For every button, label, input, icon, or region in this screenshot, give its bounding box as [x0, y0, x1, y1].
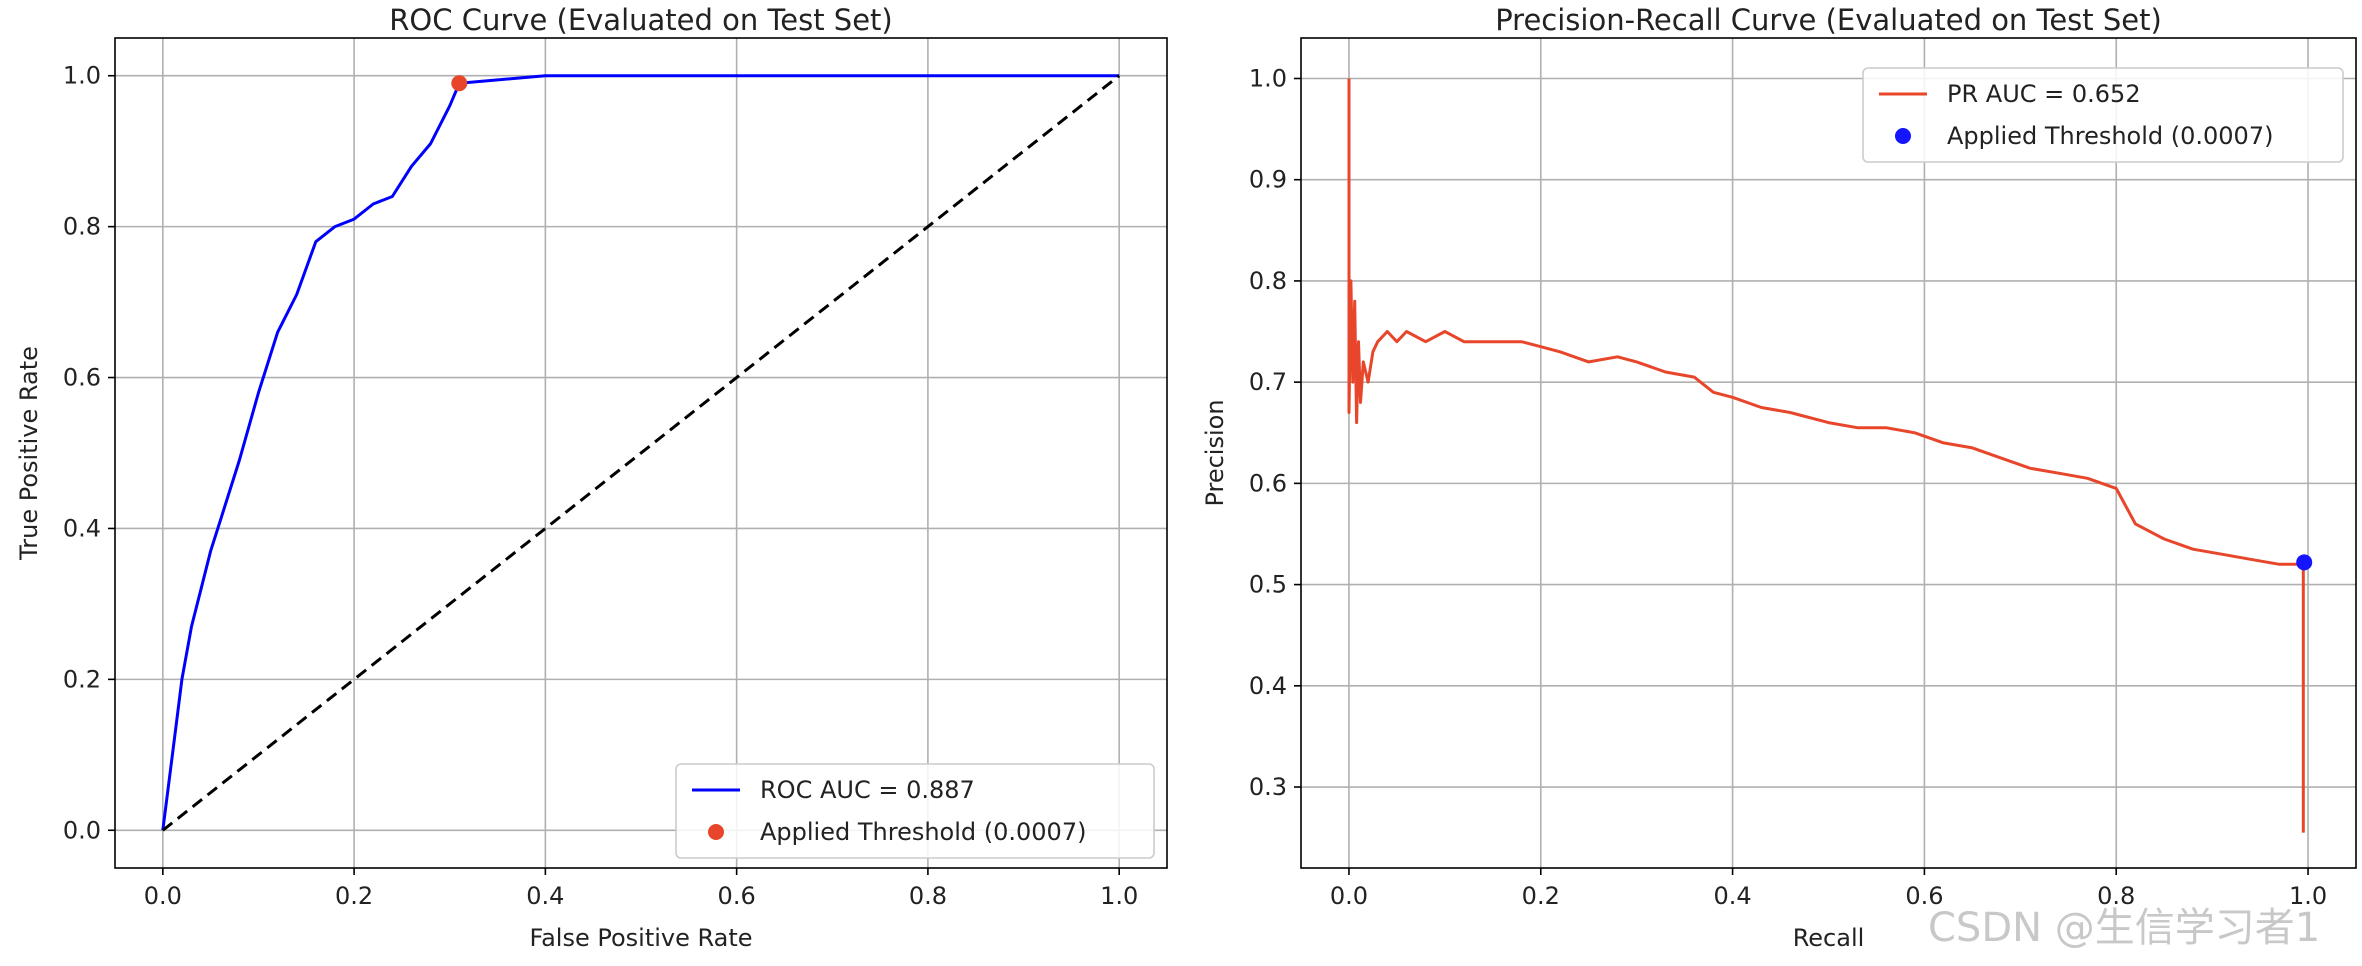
roc-chart: 0.0 0.2 0.4 0.6 0.8 1.0 0.0 0.2 0.4 0.6 0.8 1.0 ROC …: [15, 3, 1168, 952]
legend-marker-swatch: [708, 824, 724, 840]
y-tick-label: 0.8: [1249, 267, 1287, 295]
y-tick-label: 0.0: [63, 816, 101, 844]
axes-frame: [114, 37, 1168, 869]
series-line-0: [161, 74, 1120, 831]
precision-recall-chart: 0.0 0.2 0.4 0.6 0.8 1.0 0.3 0.4 0.5 0.6 0.7 0.8 0.9 1…: [1201, 3, 2357, 952]
x-tick-label: 0.0: [144, 882, 182, 910]
legend-label-threshold: Applied Threshold (0.0007): [760, 818, 1086, 846]
y-tick-label: 0.6: [1249, 469, 1287, 497]
x-tick-label: 0.8: [909, 882, 947, 910]
legend-label-series: PR AUC = 0.652: [1947, 80, 2141, 108]
legend-label-threshold: Applied Threshold (0.0007): [1947, 122, 2273, 150]
x-tick-label: 1.0: [1100, 882, 1138, 910]
diagonal-reference-line: [161, 74, 1121, 832]
x-tick-label: 0.6: [1905, 882, 1943, 910]
y-tick-label: 0.8: [63, 213, 101, 241]
series-line-0: [1347, 78, 2305, 833]
x-tick-label: 0.8: [2097, 882, 2135, 910]
y-axis-label: Precision: [1201, 399, 1229, 506]
x-tick-label: 0.6: [718, 882, 756, 910]
y-tick-label: 0.4: [63, 514, 101, 542]
legend-marker-swatch: [1895, 128, 1911, 144]
y-tick-label: 0.7: [1249, 368, 1287, 396]
x-tick-label: 0.0: [1330, 882, 1368, 910]
x-tick-label: 0.4: [526, 882, 564, 910]
y-axis-label: True Positive Rate: [15, 346, 43, 561]
x-tick-label: 1.0: [2289, 882, 2327, 910]
watermark: CSDN @生信学习者1: [1928, 905, 2321, 951]
x-tick-label: 0.2: [335, 882, 373, 910]
x-axis-label: Recall: [1793, 924, 1865, 952]
y-tick-label: 0.6: [63, 364, 101, 392]
axes-frame: [1300, 37, 2357, 869]
y-tick-label: 0.2: [63, 665, 101, 693]
chart-title: ROC Curve (Evaluated on Test Set): [389, 3, 892, 37]
legend-box: [675, 763, 1155, 859]
threshold-point: [451, 75, 468, 92]
legend-label-series: ROC AUC = 0.887: [760, 776, 975, 804]
x-tick-label: 0.4: [1714, 882, 1752, 910]
threshold-point: [2296, 554, 2313, 571]
y-tick-label: 1.0: [1249, 64, 1287, 92]
y-tick-label: 0.3: [1249, 773, 1287, 801]
x-axis-label: False Positive Rate: [529, 924, 752, 952]
y-tick-label: 1.0: [63, 62, 101, 90]
legend-box: [1862, 67, 2344, 163]
chart-title: Precision-Recall Curve (Evaluated on Tes…: [1495, 3, 2162, 37]
y-tick-label: 0.9: [1249, 166, 1287, 194]
y-tick-label: 0.5: [1249, 571, 1287, 599]
x-tick-label: 0.2: [1522, 882, 1560, 910]
y-tick-label: 0.4: [1249, 672, 1287, 700]
